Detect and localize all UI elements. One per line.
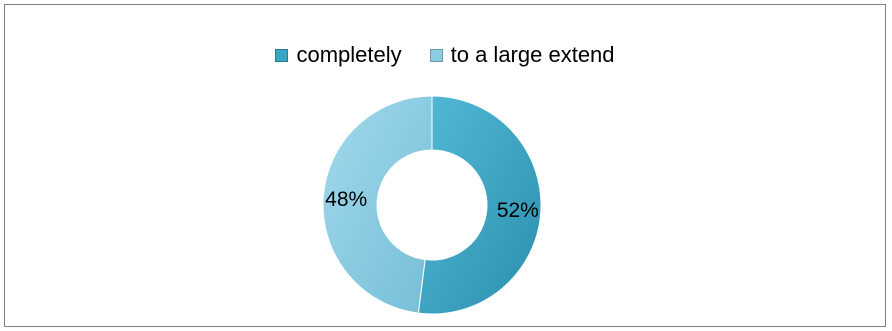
data-label-1: 48% — [325, 188, 367, 211]
data-label-0: 52% — [497, 199, 539, 222]
legend-label-to-a-large-extend: to a large extend — [450, 42, 615, 67]
legend-label-completely: completely — [296, 42, 402, 67]
donut-slice-0 — [417, 95, 542, 315]
chart-area: completely to a large extend 52% 48% — [4, 4, 886, 327]
legend-item-to-a-large-extend: to a large extend — [429, 42, 615, 68]
donut-slice-1 — [322, 95, 433, 314]
donut-chart: 52% 48% — [322, 95, 542, 315]
legend-item-completely: completely — [275, 42, 402, 68]
legend-swatch-to-a-large-extend — [429, 48, 443, 62]
legend-swatch-completely — [275, 48, 289, 62]
legend: completely to a large extend — [5, 42, 885, 68]
